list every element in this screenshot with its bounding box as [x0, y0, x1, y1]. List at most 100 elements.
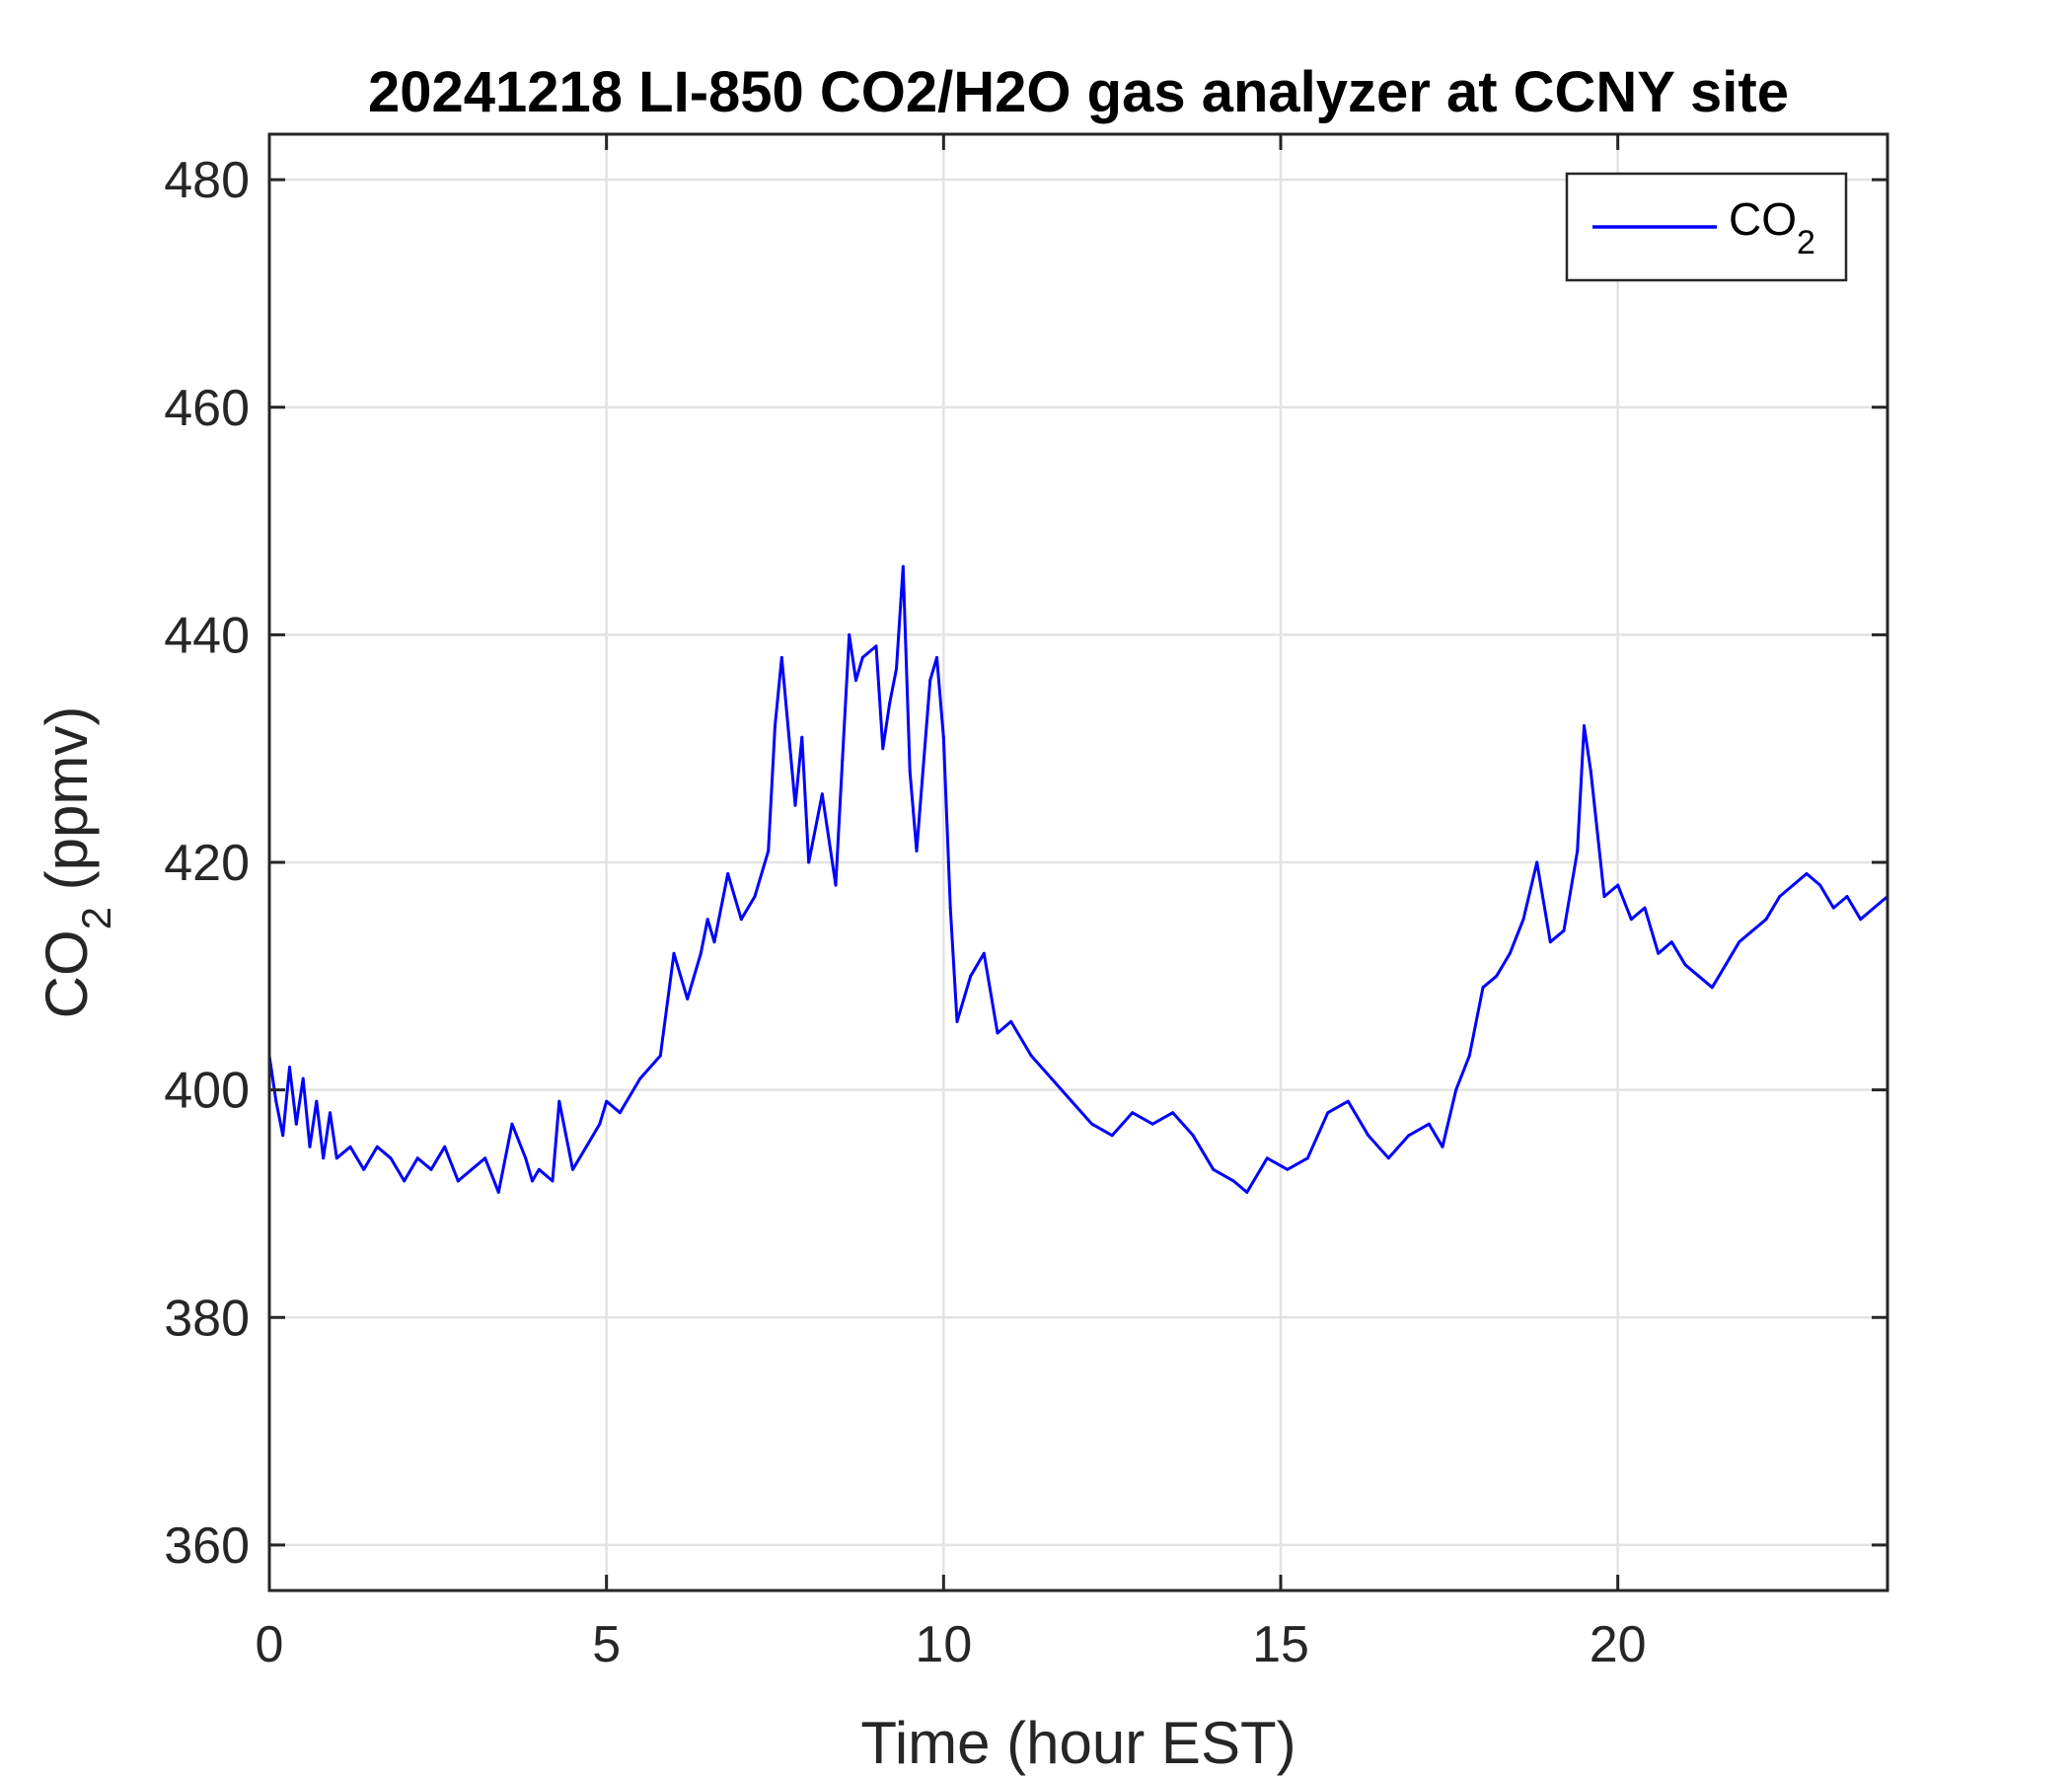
co2-data-point	[598, 1122, 602, 1126]
co2-data-point	[820, 792, 824, 796]
co2-data-point	[1070, 1099, 1073, 1103]
co2-data-point	[496, 1190, 500, 1194]
co2-data-point	[483, 1156, 487, 1160]
co2-data-point	[874, 644, 878, 648]
co2-data-point	[982, 951, 986, 955]
co2-data-point	[288, 1066, 291, 1070]
co2-data-point	[605, 1099, 609, 1103]
co2-data-point	[362, 1167, 366, 1171]
co2-data-point	[1764, 918, 1768, 922]
y-tick-label: 360	[164, 1517, 250, 1575]
co2-data-point	[334, 1156, 338, 1160]
co2-data-point	[1131, 1111, 1135, 1115]
co2-data-point	[955, 1019, 959, 1023]
y-axis-title-subscript: 2	[73, 907, 119, 929]
co2-data-point	[1791, 883, 1795, 887]
co2-data-point	[1831, 906, 1835, 910]
co2-data-point	[348, 1145, 352, 1148]
co2-data-point	[557, 1099, 561, 1103]
data-series-layer	[267, 564, 1889, 1194]
co2-data-point	[1697, 974, 1701, 978]
co2-data-point	[1724, 963, 1728, 967]
co2-data-point	[301, 1076, 305, 1080]
co2-data-point	[915, 850, 919, 852]
co2-data-point	[443, 1145, 447, 1148]
legend-label: CO2	[1729, 193, 1815, 261]
co2-data-point	[1212, 1167, 1216, 1171]
co2-data-point	[1738, 940, 1741, 944]
co2-data-point	[531, 1179, 534, 1183]
y-axis-title-base: CO	[34, 929, 100, 1018]
axis-ticks: 0 5 10 15 20 360 380 400 420 440 460 480	[164, 134, 1887, 1673]
co2-data-point	[1643, 906, 1647, 910]
co2-data-point	[470, 1167, 474, 1171]
co2-series-line	[267, 564, 1888, 1194]
co2-data-point	[712, 940, 716, 944]
co2-data-point	[1859, 918, 1863, 922]
co2-data-point	[415, 1156, 419, 1160]
co2-data-point	[294, 1122, 298, 1126]
y-axis-title: CO2 (ppmv)	[34, 706, 119, 1019]
co2-data-point	[524, 1156, 528, 1160]
co2-data-point	[1009, 1019, 1013, 1023]
co2-data-point	[1602, 895, 1606, 899]
y-tick-label: 420	[164, 835, 250, 892]
co2-data-point	[322, 1156, 326, 1160]
co2-data-point	[774, 724, 777, 728]
co2-data-point	[1265, 1156, 1269, 1160]
co2-data-point	[1029, 1054, 1033, 1058]
co2-data-point	[699, 951, 703, 955]
co2-data-point	[1454, 1088, 1458, 1092]
co2-data-point	[739, 918, 743, 922]
y-tick-label: 380	[164, 1290, 250, 1347]
x-tick-label: 20	[1590, 1616, 1647, 1673]
co2-data-point	[1521, 918, 1525, 922]
co2-data-point	[1326, 1111, 1330, 1115]
co2-data-point	[1191, 1134, 1195, 1138]
co2-data-point	[315, 1099, 319, 1103]
x-tick-label: 15	[1252, 1616, 1309, 1673]
co2-data-point	[834, 883, 838, 887]
co2-data-point	[1090, 1122, 1094, 1126]
co2-data-point	[1346, 1099, 1350, 1103]
co2-data-point	[308, 1145, 312, 1148]
y-tick-label: 460	[164, 380, 250, 437]
co2-data-point	[1441, 1145, 1444, 1148]
co2-data-point	[1150, 1122, 1154, 1126]
co2-data-point	[1805, 872, 1809, 875]
co2-data-point	[860, 655, 864, 659]
co2-data-point	[935, 655, 938, 659]
co2-data-point	[753, 895, 757, 899]
co2-data-point	[274, 1099, 278, 1103]
co2-data-point	[895, 667, 898, 671]
co2-data-point	[800, 735, 804, 739]
co2-data-point	[1535, 860, 1539, 864]
legend-label-subscript: 2	[1797, 224, 1815, 261]
co2-data-point	[389, 1156, 393, 1160]
co2-data-point	[1305, 1156, 1309, 1160]
co2-data-point	[908, 770, 912, 774]
co2-data-point	[1110, 1134, 1114, 1138]
co2-data-point	[1845, 895, 1849, 899]
co2-data-point	[848, 632, 851, 636]
co2-data-point	[854, 679, 857, 682]
co2-data-point	[1508, 951, 1512, 955]
co2-data-point	[1683, 963, 1687, 967]
co2-data-point	[901, 564, 905, 568]
co2-data-point	[1576, 850, 1580, 852]
co2-data-point	[618, 1111, 622, 1115]
co2-data-point	[1386, 1156, 1390, 1160]
co2-data-point	[1481, 986, 1485, 990]
co2-data-point	[1583, 724, 1586, 728]
co2-data-point	[1778, 895, 1782, 899]
grid-lines	[267, 134, 1887, 1591]
co2-data-point	[1548, 940, 1552, 944]
co2-data-point	[1669, 940, 1673, 944]
co2-data-point	[1657, 951, 1661, 955]
legend: CO2	[1565, 172, 1848, 282]
y-tick-label: 480	[164, 152, 250, 209]
co2-data-point	[510, 1122, 514, 1126]
co2-data-point	[1562, 928, 1566, 932]
co2-data-point	[686, 997, 690, 1000]
